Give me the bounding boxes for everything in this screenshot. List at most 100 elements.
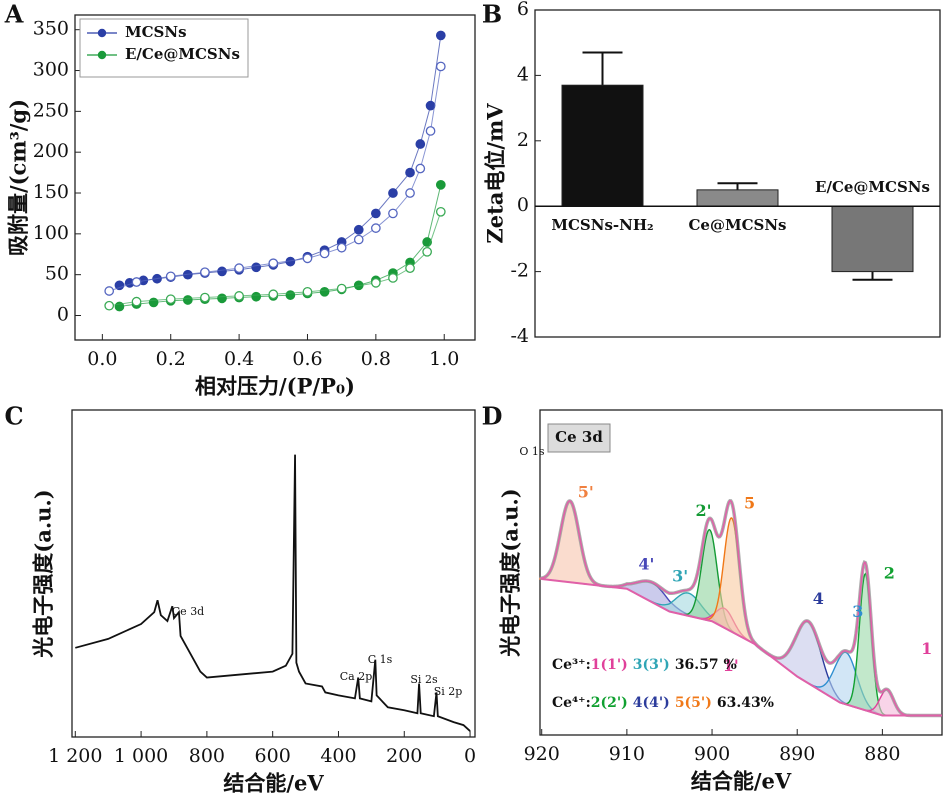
panel-title: Ce 3d — [555, 428, 603, 446]
point — [302, 253, 313, 264]
y-axis-label: 吸附量/(cm³/g) — [6, 99, 31, 256]
y-tick-label: 200 — [33, 140, 69, 162]
peak-label: 5 — [744, 493, 755, 512]
peak-label: 3 — [852, 602, 863, 621]
point — [200, 292, 210, 303]
point — [422, 246, 432, 257]
y-tick-label: 2 — [517, 129, 529, 151]
x-tick-label: 1.0 — [429, 348, 459, 370]
panel-letter: D — [482, 402, 503, 431]
point — [435, 179, 446, 190]
spectrum — [75, 454, 471, 732]
peak-annotation: Si 2s — [410, 673, 438, 686]
x-tick-label: 900 — [694, 743, 730, 765]
plot-frame — [74, 14, 476, 341]
point — [319, 286, 330, 297]
point — [435, 206, 446, 217]
peak-label: 1 — [921, 639, 932, 658]
point — [319, 248, 330, 259]
legend-box — [79, 18, 249, 78]
x-tick-label: 880 — [864, 743, 900, 765]
peak-label: 4' — [638, 554, 654, 573]
point — [405, 188, 415, 198]
y-tick-label: 300 — [33, 59, 69, 81]
point — [200, 267, 210, 278]
note-part: 63.43% — [717, 695, 774, 711]
point — [131, 277, 142, 287]
point — [268, 289, 279, 300]
peak-label: 2' — [695, 501, 711, 520]
baseline — [541, 578, 942, 717]
legend-marker — [97, 50, 107, 60]
point — [131, 296, 142, 307]
y-tick-label: 6 — [517, 0, 529, 20]
x-tick-label: 890 — [779, 743, 815, 765]
note-part: 1(1') — [591, 657, 628, 673]
point — [425, 126, 436, 136]
note: Ce⁴⁺:2(2') 4(4') 5(5') 63.43% — [552, 695, 774, 711]
point — [165, 271, 176, 282]
point — [435, 30, 446, 41]
peak-annotation: Ce 3d — [172, 605, 204, 618]
y-axis-label: 光电子强度(a.u.) — [498, 488, 523, 657]
y-tick-label: 4 — [517, 63, 529, 85]
point — [371, 277, 381, 288]
point — [285, 290, 296, 300]
point — [405, 167, 415, 178]
note-part: Ce³⁺: — [552, 657, 591, 673]
point — [268, 258, 279, 269]
category-label: E/Ce@MCSNs — [815, 178, 930, 196]
peak-label: 4 — [813, 589, 824, 608]
bar — [561, 84, 644, 207]
x-tick-label: 0 — [464, 745, 476, 767]
peak-annotation: Ca 2p — [340, 670, 373, 683]
point — [353, 234, 364, 245]
point — [165, 294, 176, 305]
point — [148, 297, 159, 308]
x-tick-label: 0.6 — [292, 348, 322, 370]
y-tick-label: 350 — [33, 18, 69, 40]
note-part: 4(4') — [633, 695, 670, 711]
point — [388, 188, 398, 198]
y-tick-label: -4 — [510, 325, 529, 347]
y-tick-label: 0 — [517, 194, 529, 216]
x-tick-label: 400 — [320, 745, 356, 767]
title-box — [547, 423, 611, 453]
x-axis-label: 结合能/eV — [223, 771, 324, 796]
point — [234, 291, 244, 301]
point — [388, 273, 398, 283]
point — [415, 139, 426, 149]
point — [422, 237, 432, 247]
point — [415, 163, 426, 174]
note-part: 2(2') — [591, 695, 628, 711]
y-axis-label: Zeta电位/mV — [483, 103, 508, 244]
point — [388, 208, 398, 219]
point — [104, 300, 115, 311]
point — [302, 286, 313, 297]
x-tick-label: 0.2 — [156, 348, 186, 370]
y-tick-label: -2 — [510, 260, 529, 282]
y-tick-label: 250 — [33, 99, 69, 121]
peak-label: 5' — [578, 482, 594, 501]
x-tick-label: 0.8 — [361, 348, 391, 370]
peak-annotation: C 1s — [368, 653, 393, 666]
x-tick-label: 0.4 — [224, 348, 254, 370]
point — [405, 263, 415, 273]
category-label: Ce@MCSNs — [688, 216, 786, 234]
peak-annotation: O 1s — [519, 445, 545, 458]
point — [371, 223, 381, 233]
panel-letter: A — [4, 0, 24, 29]
y-tick-label: 100 — [33, 222, 69, 244]
point — [251, 262, 262, 273]
x-tick-label: 800 — [189, 745, 225, 767]
point — [336, 283, 347, 294]
point — [104, 286, 115, 296]
x-tick-label: 0.0 — [87, 348, 117, 370]
point — [435, 61, 446, 72]
note-part: 36.57 % — [675, 657, 737, 673]
panel-letter: B — [482, 0, 502, 29]
legend-label: MCSNs — [125, 23, 187, 41]
x-tick-label: 1 000 — [114, 745, 168, 767]
